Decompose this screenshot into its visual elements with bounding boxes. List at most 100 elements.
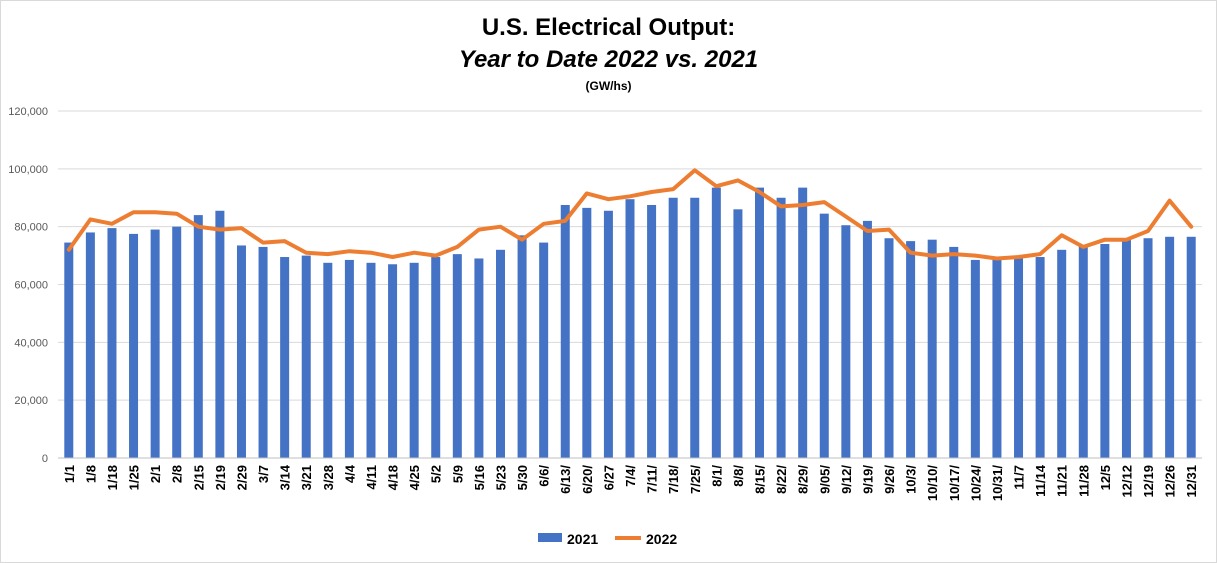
x-tick-label: 11/14 [1033,464,1048,497]
x-tick-label: 7/11/ [645,465,660,494]
bar-2021 [733,209,743,458]
bar-2021 [64,242,74,458]
line-series-2022 [66,168,1194,261]
x-tick-label: 2/1 [148,465,163,483]
chart-unit-label: (GW/hs) [585,79,632,93]
bar-2021 [668,197,678,458]
bar-2021 [388,264,398,458]
x-tick-label: 1/18 [105,465,120,490]
x-tick-label: 1/8 [83,465,98,483]
x-tick-label: 9/05/ [817,465,832,494]
x-tick-label: 12/26 [1163,465,1178,498]
bar-2021 [323,262,333,458]
bar-2021 [625,199,635,458]
bar-2021 [711,187,721,459]
x-tick-label: 8/22/ [774,465,789,494]
bar-2021 [603,210,613,458]
x-tick-label: 12/12 [1120,465,1135,498]
bar-2021 [1014,258,1024,458]
chart-subtitle: Year to Date 2022 vs. 2021 [458,46,759,73]
x-tick-label: 1/1 [62,465,77,483]
y-tick-label: 0 [42,453,48,465]
x-tick-label: 11/7 [1012,465,1027,490]
x-tick-label: 7/4/ [623,465,638,487]
bar-2021 [776,197,786,458]
bar-2021 [193,215,203,458]
x-tick-label: 8/15/ [753,465,768,494]
bar-2021 [1078,245,1088,458]
x-tick-label: 4/11 [364,465,379,490]
x-tick-label: 4/4 [342,464,357,483]
x-tick-label: 10/10/ [925,465,940,502]
bar-2021 [172,226,182,458]
y-tick-label: 80,000 [14,222,48,234]
x-tick-label: 8/29/ [796,465,811,494]
x-tick-label: 12/5 [1098,465,1113,490]
x-tick-label: 12/31 [1184,465,1199,498]
x-tick-label: 6/13/ [558,465,573,494]
x-tick-label: 2/8 [170,465,185,483]
bar-2021 [344,259,354,458]
x-tick-label: 6/6/ [537,465,552,487]
y-tick-label: 40,000 [14,337,48,349]
y-tick-label: 120,000 [8,106,48,118]
bar-2021 [1035,257,1045,458]
legend-swatch-2021 [538,533,562,542]
x-axis: 1/1 1/8 1/18 1/25 2/1 2/8 2/15 2/19 2/29 3/7 3/14 3… [58,457,1202,502]
x-tick-label: 6/20/ [580,465,595,494]
legend: 2021 2022 [538,531,677,547]
x-tick-label: 11/28 [1076,465,1091,497]
x-tick-label: 10/24/ [968,465,983,502]
bar-2021 [409,262,419,458]
x-tick-label: 12/19 [1141,465,1156,498]
bar-series-2021 [64,187,1196,459]
x-tick-label: 5/23 [494,465,509,490]
x-tick-label: 7/18/ [666,465,681,494]
x-tick-label: 9/12/ [839,465,854,494]
x-tick-label: 7/25/ [688,465,703,494]
bar-2021 [1100,244,1110,458]
y-tick-label: 20,000 [14,395,48,407]
bar-2021 [150,229,160,458]
bar-2021 [85,232,95,458]
bar-2021 [1143,238,1153,458]
bar-2021 [366,262,376,458]
bar-2021 [862,220,872,458]
bar-2021 [906,241,916,458]
bar-2021 [495,249,505,458]
bar-2021 [539,242,549,458]
bar-2021 [1186,236,1196,458]
bar-2021 [1057,249,1067,458]
bar-2021 [258,246,268,458]
bar-2021 [647,204,657,458]
bar-2021 [560,204,570,458]
x-tick-label: 10/17/ [947,465,962,502]
bar-2021 [301,255,311,458]
bar-2021 [107,228,117,458]
x-tick-label: 9/19/ [860,465,875,494]
x-tick-label: 3/28 [321,465,336,490]
bar-2021 [280,257,290,458]
x-tick-label: 8/8/ [731,465,746,487]
bar-2021 [474,258,484,458]
x-tick-label: 2/19 [213,465,228,490]
bar-2021 [690,197,700,458]
x-tick-label: 1/25 [127,465,142,490]
bar-2021 [798,187,808,459]
bar-2021 [215,210,225,458]
x-tick-label: 8/1/ [709,465,724,487]
x-tick-label: 5/30 [515,465,530,490]
x-tick-label: 5/16 [472,465,487,490]
legend-label-2021: 2021 [567,531,598,547]
bar-2021 [517,235,527,458]
y-tick-label: 100,000 [8,164,48,176]
bar-2021 [755,187,765,459]
bar-2021 [452,254,462,458]
x-tick-label: 9/26/ [882,465,897,494]
bar-2021 [884,238,894,458]
bar-2021 [582,207,592,458]
x-tick-label: 11/21 [1055,465,1070,497]
x-tick-label: 4/25 [407,465,422,490]
x-tick-label: 2/29 [235,465,250,490]
y-tick-label: 60,000 [14,280,48,292]
